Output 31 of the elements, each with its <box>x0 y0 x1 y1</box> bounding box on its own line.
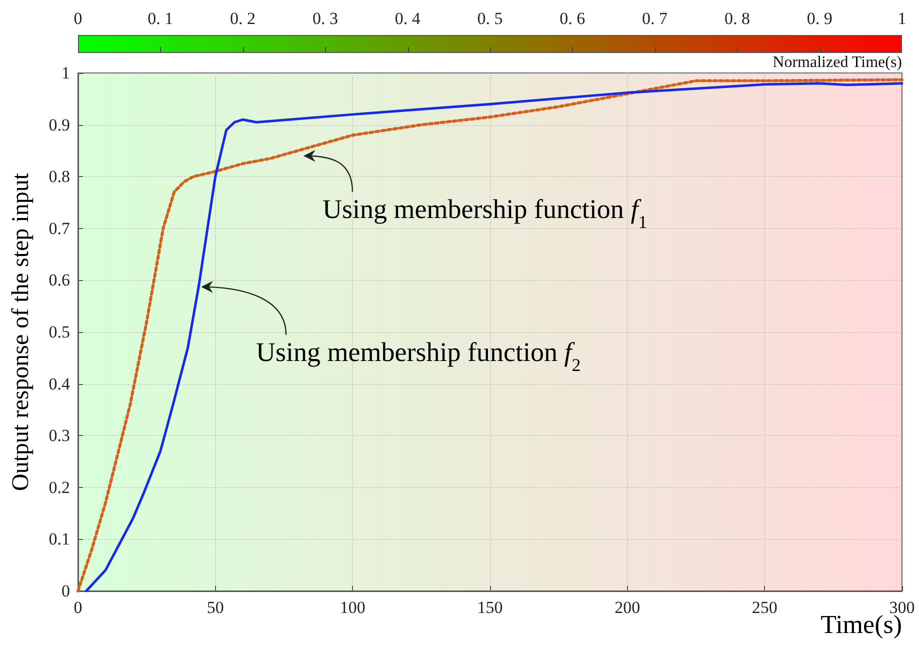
y-tick-label: 0.8 <box>48 167 70 186</box>
color-bar-label: 0. 8 <box>724 9 750 29</box>
color-bar-label: 0. 7 <box>642 9 668 29</box>
y-tick-label: 0.9 <box>48 115 70 134</box>
x-tick-label: 250 <box>752 598 778 617</box>
color-bar-label: 0. 5 <box>477 9 503 29</box>
y-tick-label: 0.6 <box>48 270 70 290</box>
y-tick-label: 0 <box>62 582 70 600</box>
color-bar-label: 0. 2 <box>230 9 256 29</box>
y-tick-label: 0.5 <box>48 322 70 342</box>
y-tick-label: 0.2 <box>48 478 70 497</box>
y-tick-label: 1 <box>62 64 70 82</box>
y-tick-label: 0.3 <box>48 426 70 446</box>
x-tick-label: 100 <box>340 598 366 617</box>
y-axis-title: Output response of the step input <box>8 172 34 491</box>
color-bar-label: 0. 3 <box>312 9 338 29</box>
y-tick-label: 0.1 <box>48 530 70 549</box>
x-tick-label: 200 <box>614 598 640 617</box>
annotation: Using membership function f$_{2}$ <box>256 336 581 375</box>
annotation: Using membership function f$_{1}$ <box>322 194 648 232</box>
x-tick-label: 0 <box>74 598 82 617</box>
y-tick-label: 0.7 <box>48 218 70 238</box>
color-bar-label: 0. 9 <box>806 9 832 29</box>
color-bar-label: 1 <box>898 9 906 29</box>
color-bar-title: Normalized Time(s) <box>772 54 902 72</box>
y-tick-label: 0.4 <box>48 374 70 394</box>
color-bar-label: 0. 1 <box>148 9 174 29</box>
color-bar-label: 0. 6 <box>560 9 586 29</box>
x-tick-label: 150 <box>477 598 503 617</box>
x-tick-label: 50 <box>206 598 224 617</box>
color-bar-label: 0. 4 <box>394 9 420 29</box>
